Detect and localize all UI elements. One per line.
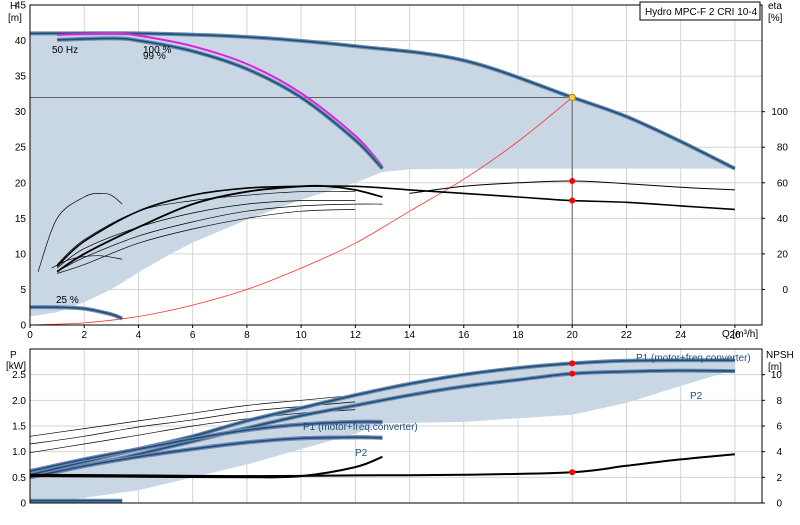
p2-two-pumps-label: P2 <box>690 391 703 402</box>
speed-99-label: 99 % <box>143 51 166 62</box>
eta-curve-low-speed <box>37 192 123 272</box>
head-axis-unit: [m] <box>8 13 22 24</box>
eta-tick-label: 80 <box>777 143 789 154</box>
power-curve-thin-c <box>29 409 356 454</box>
qh-curve-min-speed <box>29 306 123 320</box>
npsh-curve-one-pump <box>29 455 383 479</box>
p1-one-pump-label: P1 (motor+freq.converter) <box>303 422 418 433</box>
npsh-curve-two-pumps <box>29 453 735 478</box>
p2-duty-point <box>569 370 576 377</box>
flow-tick-label: 12 <box>350 330 362 341</box>
head-tick-label: 30 <box>15 107 27 118</box>
power-curve-thin-a <box>29 394 356 437</box>
eta-tick-label: 20 <box>777 249 789 260</box>
speed-25-label: 25 % <box>56 295 79 306</box>
eta-tick-label: 60 <box>777 178 789 189</box>
p1-two-pumps-label: P1 (motor+freq.converter) <box>636 353 751 364</box>
chart-title-box: Hydro MPC-F 2 CRI 10-4 <box>639 1 761 21</box>
flow-tick-label: 22 <box>621 330 633 341</box>
flow-tick-label: 8 <box>244 330 250 341</box>
flow-tick-label: 0 <box>27 330 33 341</box>
flow-tick-label: 14 <box>404 330 416 341</box>
eta-axis-unit: [%] <box>768 13 783 24</box>
npsh-tick-label: 0 <box>776 499 782 510</box>
head-axis-label: H <box>10 1 17 12</box>
head-tick-label: 20 <box>15 178 27 189</box>
p2-curve-two-pumps <box>29 369 735 479</box>
flow-tick-label: 16 <box>458 330 470 341</box>
duty-point <box>568 93 576 102</box>
npsh-duty-point <box>569 469 576 476</box>
flow-tick-label: 2 <box>81 330 87 341</box>
flow-tick-label: 18 <box>512 330 524 341</box>
head-tick-label: 40 <box>15 36 27 47</box>
qh-curve-one-pump-100 <box>57 32 384 168</box>
eta-curve-one-pump <box>56 184 383 273</box>
eta-curve-thin-a <box>56 199 356 269</box>
head-tick-label: 35 <box>15 72 27 83</box>
p1-duty-point <box>569 360 576 367</box>
power-plot-axes: 0 0.5 1.0 1.5 2.0 2.5 0 2 4 6 8 10 <box>12 348 783 510</box>
eta-curve-thin-c <box>56 209 356 274</box>
power-operating-area <box>30 358 735 503</box>
eta-tick-label: 100 <box>771 107 788 118</box>
flow-tick-label: 4 <box>136 330 142 341</box>
head-plot-lines <box>29 31 736 326</box>
p1-curve-one-pump <box>29 420 383 472</box>
flow-axis-label: Q [m³/h] <box>722 329 758 340</box>
npsh-tick-label: 6 <box>776 422 782 433</box>
flow-tick-label: 26 <box>729 330 741 341</box>
head-tick-label: 5 <box>20 285 26 296</box>
speed-100-label: 100 % <box>143 45 171 56</box>
eta-axis-label: eta <box>768 1 782 12</box>
qh-curve-one-pump <box>57 37 383 170</box>
power-tick-label: 2.0 <box>12 396 26 407</box>
p2-curve-one-pump <box>29 436 383 479</box>
power-plot-lines <box>29 358 735 503</box>
head-tick-label: 10 <box>15 249 27 260</box>
npsh-axis-label: NPSH <box>766 350 794 361</box>
power-axis-label: P <box>10 350 17 361</box>
flow-tick-label: 10 <box>296 330 308 341</box>
flow-tick-label: 20 <box>567 330 579 341</box>
freq-label: 50 Hz <box>52 45 78 56</box>
eta-tick-label: 40 <box>777 214 789 225</box>
flow-tick-label: 6 <box>190 330 196 341</box>
power-tick-label: 2.5 <box>12 370 26 381</box>
system-curve <box>29 97 573 326</box>
qh-curve-two-pumps <box>29 32 736 170</box>
chart-title: Hydro MPC-F 2 CRI 10-4 <box>645 7 758 18</box>
npsh-tick-label: 4 <box>776 447 782 458</box>
p2-one-pump-label: P2 <box>355 448 368 459</box>
power-range-area <box>30 358 735 503</box>
eta-curve-thin-d <box>56 191 356 265</box>
head-plot-frame <box>29 4 763 326</box>
power-tick-label: 0 <box>20 499 26 510</box>
head-tick-label: 25 <box>15 143 27 154</box>
eta-duty-point <box>569 178 576 184</box>
npsh-tick-label: 2 <box>776 473 782 484</box>
flow-tick-label: 24 <box>675 330 687 341</box>
power-axis-unit: [kW] <box>6 361 26 372</box>
eta-tick-label: 0 <box>782 285 788 296</box>
head-operating-area <box>30 33 735 317</box>
head-tick-label: 15 <box>15 214 27 225</box>
head-range-area <box>30 33 735 317</box>
head-tick-label: 45 <box>15 1 27 12</box>
head-plot-axes: 0 2 4 6 8 10 12 14 16 18 20 22 24 2605101520253035404… <box>15 1 789 342</box>
npsh-tick-label: 10 <box>771 370 783 381</box>
power-tick-label: 0.5 <box>12 473 26 484</box>
eta-duty-point-2 <box>569 197 576 204</box>
npsh-axis-unit: [m] <box>768 362 782 373</box>
power-tick-label: 1.0 <box>12 447 26 458</box>
head-tick-label: 0 <box>20 321 26 332</box>
eta-curve-total <box>56 185 735 267</box>
power-tick-label: 1.5 <box>12 422 26 433</box>
npsh-tick-label: 8 <box>776 396 782 407</box>
